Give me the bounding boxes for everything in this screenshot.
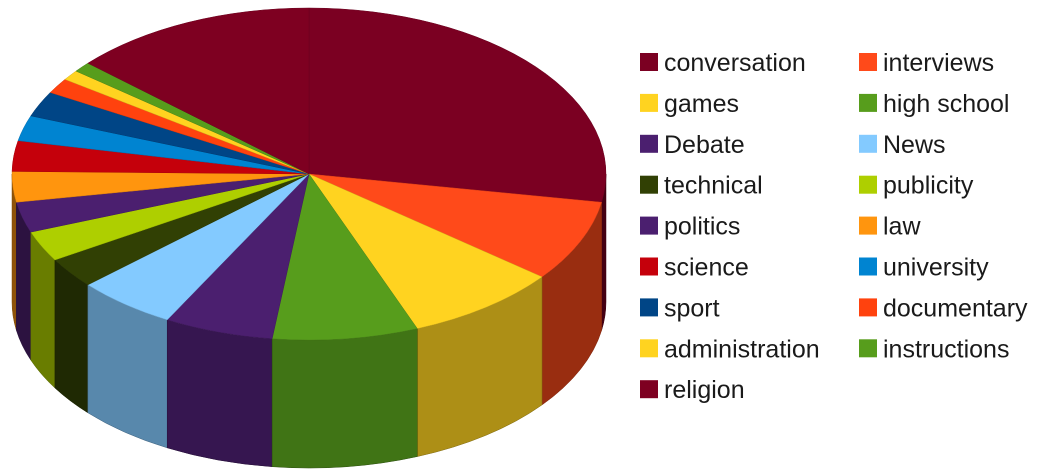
legend-item-games: games [640, 90, 739, 118]
legend-item-news: News [859, 131, 946, 159]
legend-swatch [640, 53, 658, 71]
legend-label: religion [664, 376, 745, 404]
legend-item-conversation: conversation [640, 49, 806, 77]
legend-label: science [664, 254, 749, 282]
legend-item-university: university [859, 254, 989, 282]
legend-label: university [883, 254, 989, 282]
legend-item-interviews: interviews [859, 49, 994, 77]
legend-label: Debate [664, 131, 745, 159]
legend-label: sport [664, 294, 720, 322]
legend-swatch [640, 176, 658, 194]
legend-item-documentary: documentary [859, 294, 1028, 322]
legend-swatch [859, 217, 877, 235]
slice-side-debate [167, 320, 272, 467]
legend-swatch [640, 217, 658, 235]
legend-label: politics [664, 213, 740, 241]
legend-label: documentary [883, 294, 1028, 322]
legend-label: publicity [883, 172, 974, 200]
legend-swatch [859, 53, 877, 71]
legend-label: interviews [883, 49, 994, 77]
chart-legend: conversation interviews games high school De… [640, 49, 1028, 404]
legend-item-science: science [640, 254, 749, 282]
legend-label: administration [664, 335, 820, 363]
legend-label: law [883, 213, 921, 241]
slice-side-high-school [272, 329, 417, 468]
legend-swatch [859, 135, 877, 153]
legend-swatch [640, 298, 658, 316]
legend-label: conversation [664, 49, 806, 77]
slice-conversation [309, 8, 606, 202]
legend-label: instructions [883, 335, 1009, 363]
legend-item-law: law [859, 213, 921, 241]
legend-item-technical: technical [640, 172, 763, 200]
legend-swatch [640, 258, 658, 276]
pie-group [12, 8, 606, 468]
legend-item-publicity: publicity [859, 172, 974, 200]
legend-swatch [640, 380, 658, 398]
legend-label: games [664, 90, 739, 118]
legend-swatch [859, 339, 877, 357]
legend-item-instructions: instructions [859, 335, 1009, 363]
legend-item-high-school: high school [859, 90, 1009, 118]
legend-item-sport: sport [640, 294, 720, 322]
legend-swatch [859, 258, 877, 276]
legend-swatch [859, 176, 877, 194]
legend-item-politics: politics [640, 213, 740, 241]
legend-swatch [640, 339, 658, 357]
legend-swatch [859, 94, 877, 112]
slice-side-technical [55, 260, 88, 413]
legend-swatch [859, 298, 877, 316]
legend-swatch [640, 135, 658, 153]
legend-item-debate: Debate [640, 131, 745, 159]
legend-item-administration: administration [640, 335, 820, 363]
legend-label: News [883, 131, 946, 159]
legend-label: technical [664, 172, 763, 200]
legend-swatch [640, 94, 658, 112]
legend-label: high school [883, 90, 1009, 118]
legend-item-religion: religion [640, 376, 745, 404]
